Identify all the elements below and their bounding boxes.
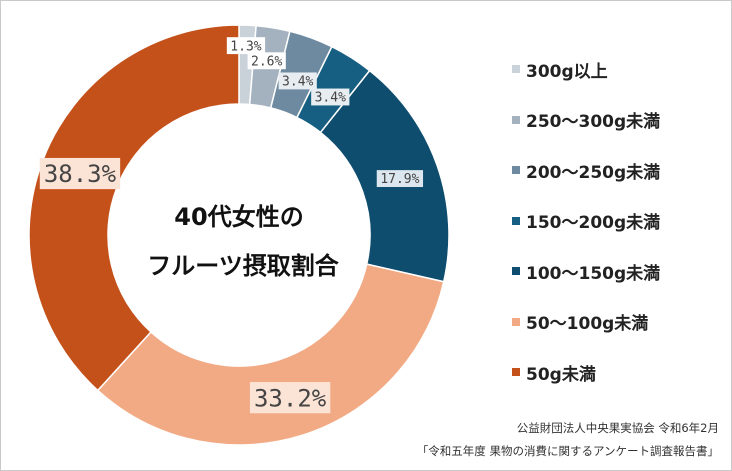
source-line-1: 公益財団法人中央果実協会 令和6年2月 xyxy=(516,421,719,435)
legend-swatch xyxy=(512,368,520,376)
data-label: 3.4% xyxy=(315,91,346,106)
data-label-box xyxy=(226,37,266,55)
data-label: 3.4% xyxy=(282,75,313,90)
source-line-2: 「令和五年度 果物の消費に関するアンケート調査報告書」 xyxy=(416,444,719,458)
legend-swatch xyxy=(512,317,520,326)
legend-label: 100～150g未満 xyxy=(526,263,661,284)
data-label-box xyxy=(39,157,121,190)
legend-swatch xyxy=(512,267,520,275)
legend-label: 200～250g未満 xyxy=(526,162,661,183)
donut-slice xyxy=(96,263,445,446)
donut-slice xyxy=(28,24,240,392)
data-label-box xyxy=(376,170,424,188)
legend-item: 300g以上 xyxy=(512,57,660,82)
data-label: 17.9% xyxy=(380,172,419,187)
legend-swatch xyxy=(512,115,520,124)
legend-label: 250～300g未満 xyxy=(526,112,661,132)
legend-label: 150～200g未満 xyxy=(526,213,661,233)
legend-swatch xyxy=(512,216,520,225)
source-note: 公益財団法人中央果実協会 令和6年2月 「令和五年度 果物の消費に関するアンケー… xyxy=(417,417,719,463)
legend-item: 100～150g未満 xyxy=(512,259,661,284)
legend-swatch xyxy=(512,65,520,73)
data-label: 1.3% xyxy=(230,39,261,54)
legend-label: 50～100g未満 xyxy=(526,314,649,334)
center-title-line-2: フルーツ摂取割合 xyxy=(147,252,340,280)
data-label-box xyxy=(311,88,350,106)
legend-item: 200～250g未満 xyxy=(512,158,661,183)
data-label-box xyxy=(249,382,331,414)
donut-slices xyxy=(28,24,450,446)
data-label: 2.6% xyxy=(251,54,282,69)
legend-item: 50g未満 xyxy=(512,360,660,385)
data-labels: 1.3%2.6%3.4%3.4%17.9%33.2%38.3% xyxy=(39,37,424,414)
legend-swatch xyxy=(512,166,520,174)
legend-item: 150～200g未満 xyxy=(512,209,660,233)
legend-item: 250～300g未満 xyxy=(512,108,660,132)
data-label: 38.3% xyxy=(44,160,117,188)
legend-label: 50g未満 xyxy=(526,364,596,385)
data-label-box xyxy=(278,72,317,90)
data-label-box xyxy=(247,52,286,70)
data-label: 33.2% xyxy=(254,384,327,412)
legend-item: 50～100g未満 xyxy=(512,310,660,334)
legend: 300g以上 250～300g未満 200～250g未満 150～200g未満 … xyxy=(512,57,660,411)
legend-label: 300g以上 xyxy=(526,61,608,82)
center-title-line-1: 40代女性の xyxy=(174,203,303,231)
